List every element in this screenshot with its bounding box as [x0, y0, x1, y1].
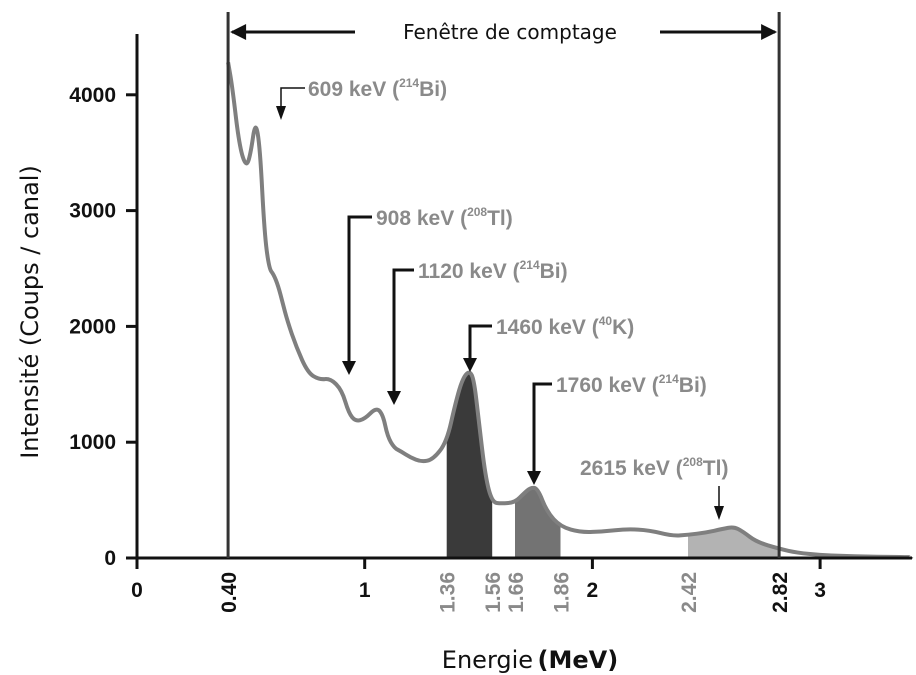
shaded-window-3 — [688, 526, 780, 558]
peak-arrow-head — [714, 506, 724, 520]
peak-annotations: 609 keV (214Bi)908 keV (208Tl)1120 keV (… — [276, 76, 728, 520]
peak-label-isotope-mass: 214 — [659, 372, 679, 386]
axes — [126, 34, 912, 569]
spectrum-line-group — [226, 62, 914, 560]
x-tick-label: 1 — [359, 579, 371, 602]
x-axis-unit: (MeV) — [538, 646, 619, 674]
peak-leader-line — [392, 268, 414, 393]
peak-arrow-head — [387, 391, 401, 405]
peak-label-energy: 1120 keV ( — [418, 260, 520, 283]
x-window-tick-label: 2.42 — [678, 572, 701, 613]
y-tick-label: 4000 — [69, 84, 116, 107]
x-window-tick-label: 2.82 — [769, 572, 792, 613]
peak-label-element: Tl) — [703, 457, 729, 480]
spectrum-line — [226, 62, 914, 560]
x-axis-label: Energie — [442, 646, 533, 674]
peak-label-element: Tl) — [487, 207, 513, 230]
peak-label-element: Bi) — [419, 78, 447, 101]
shaded-window-1 — [446, 370, 493, 558]
peak-label-isotope-mass: 214 — [520, 258, 540, 272]
peak-leader-line — [280, 87, 305, 108]
x-tick-label: 2 — [587, 579, 599, 602]
peak-label: 2615 keV (208Tl) — [580, 455, 728, 480]
peak-label-isotope-mass: 214 — [399, 76, 419, 90]
peak-label: 908 keV (208Tl) — [376, 205, 513, 230]
peak-label: 609 keV (214Bi) — [308, 76, 447, 101]
y-axis-label: Intensité (Coups / canal) — [16, 165, 44, 459]
x-tick-label: 3 — [814, 579, 826, 602]
x-axis-label-group: Energie (MeV) — [442, 646, 618, 674]
peak-label-energy: 1760 keV ( — [556, 374, 659, 397]
peak-label-isotope-mass: 208 — [683, 455, 703, 469]
peak-label: 1120 keV (214Bi) — [418, 258, 568, 283]
counting-window-label: Fenêtre de comptage — [403, 20, 617, 44]
peak-label-energy: 1460 keV ( — [496, 316, 599, 339]
peak-label-energy: 908 keV ( — [376, 207, 467, 230]
x-window-tick-label: 1.86 — [551, 572, 574, 613]
peak-label-element: K) — [612, 316, 634, 339]
y-tick-label: 1000 — [69, 431, 116, 454]
peak-label-isotope-mass: 208 — [467, 205, 487, 219]
peak-label-element: Bi) — [540, 260, 568, 283]
peak-label-element: Bi) — [679, 374, 707, 397]
peak-arrow-head — [342, 361, 356, 375]
peak-label-isotope-mass: 40 — [599, 314, 613, 328]
y-tick-label: 2000 — [69, 315, 116, 338]
x-window-tick-label: 0.40 — [218, 572, 241, 613]
peak-label: 1760 keV (214Bi) — [556, 372, 707, 397]
x-tick-label: 0 — [131, 579, 143, 602]
peak-leader-line — [532, 382, 552, 473]
x-window-tick-label: 1.66 — [505, 572, 528, 613]
y-tick-label: 0 — [104, 547, 116, 570]
peak-leader-line — [347, 215, 372, 363]
peak-arrow-head — [463, 358, 477, 372]
peak-label-energy: 609 keV ( — [308, 78, 399, 101]
peak-arrow-head — [276, 106, 286, 120]
counting-window: Fenêtre de comptage — [226, 12, 781, 558]
shaded-windows — [446, 370, 780, 558]
peak-label: 1460 keV (40K) — [496, 314, 634, 339]
x-window-tick-label: 1.56 — [482, 572, 505, 613]
peak-leader-line — [468, 324, 492, 360]
y-tick-label: 3000 — [69, 200, 116, 223]
shaded-window-2 — [515, 487, 561, 558]
x-window-tick-label: 1.36 — [437, 572, 460, 613]
tick-labels: 0 1000 2000 3000 4000 0 1 2 3 0.40 1.36 1.56 1.66 1.8… — [69, 84, 826, 613]
window-arrow-left-head — [230, 24, 247, 40]
peak-label-energy: 2615 keV ( — [580, 457, 683, 480]
peak-arrow-head — [527, 471, 541, 485]
window-arrow-right-head — [761, 24, 778, 40]
